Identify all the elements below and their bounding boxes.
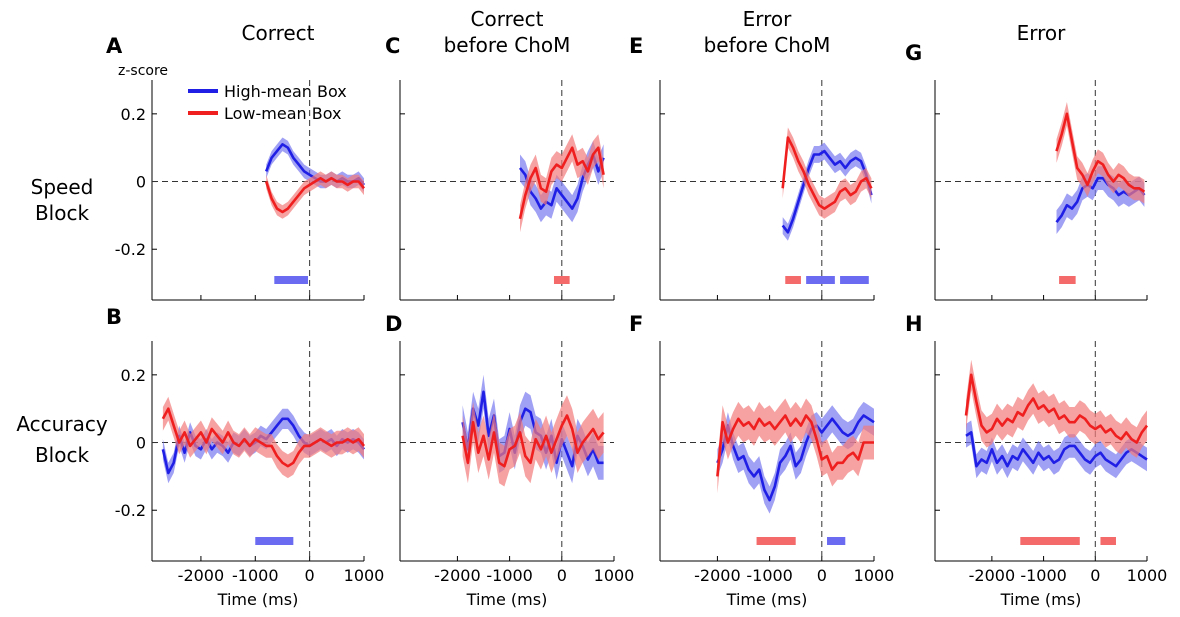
panel-letter-F: F [629, 312, 643, 336]
series-band-C-low [520, 134, 604, 233]
y-tick-label-B-2: 0.2 [121, 366, 146, 385]
x-axis-label-D: Time (ms) [466, 590, 548, 609]
x-tick-label-F-2: 0 [817, 566, 827, 585]
legend-high-label: High-mean Box [224, 82, 347, 101]
row-label-accuracy-line1: Accuracy [16, 412, 107, 436]
sig-bar-A-0 [274, 276, 309, 284]
sig-bar-F-0 [756, 537, 796, 545]
panel-title-E-1: before ChoM [704, 33, 831, 57]
series-line-H-high [965, 431, 1148, 468]
row-label-speed-line1: Speed [31, 175, 94, 199]
sig-bar-E-0 [785, 276, 801, 284]
panel-G: G Error [905, 21, 1148, 301]
x-axis-label-B: Time (ms) [217, 590, 299, 609]
series-line-F-low [716, 414, 874, 477]
x-tick-label-B-3: 1000 [344, 566, 385, 585]
x-tick-label-D-2: 0 [557, 566, 567, 585]
series-line-G-low [1055, 112, 1146, 193]
row-label-speed-line2: Block [35, 201, 90, 225]
sig-bar-C-0 [553, 276, 570, 284]
panel-letter-D: D [385, 312, 402, 336]
x-tick-label-B-1: -1000 [232, 566, 279, 585]
series-line-B-low [161, 407, 366, 468]
panel-letter-B: B [106, 305, 122, 329]
y-tick-label-A-1: 0 [136, 173, 146, 192]
panel-letter-C: C [385, 34, 400, 58]
y-tick-label-B-1: 0 [136, 434, 146, 453]
x-tick-label-F-0: -2000 [694, 566, 741, 585]
x-tick-label-F-3: 1000 [854, 566, 895, 585]
series-band-F-high [717, 401, 874, 514]
sig-bar-B-0 [255, 537, 294, 545]
series-line-D-low [461, 414, 605, 468]
sig-bar-E-1 [806, 276, 835, 284]
series-line-A-low [264, 176, 366, 214]
x-tick-label-B-2: 0 [305, 566, 315, 585]
series-line-C-low [518, 146, 605, 220]
x-tick-label-D-1: -1000 [486, 566, 533, 585]
panel-title-A-0: Correct [242, 21, 315, 45]
row-label-accuracy-line2: Block [35, 443, 90, 467]
series-band-C-high [520, 140, 604, 223]
panel-title-C-0: Correct [471, 7, 544, 31]
panel-D: D -2000 -1000 0 1000 Time (ms) [385, 312, 634, 609]
sig-bar-E-2 [840, 276, 869, 284]
x-tick-label-D-0: -2000 [434, 566, 481, 585]
x-axis-label-H: Time (ms) [1000, 590, 1082, 609]
legend-low-label: Low-mean Box [224, 104, 341, 123]
panel-title-G-0: Error [1017, 21, 1067, 45]
sig-bar-G-0 [1059, 276, 1076, 284]
y-tick-label-A-0: -0.2 [115, 240, 146, 259]
series-line-E-high [781, 149, 873, 234]
panel-B: B -0.2 0 0.2 -2000 -1000 0 1000 Time (ms) [106, 305, 384, 609]
series-band-H-high [966, 420, 1147, 479]
x-tick-label-H-2: 0 [1090, 566, 1100, 585]
series-line-F-high [716, 414, 875, 502]
panel-F: F -2000 -1000 0 1000 Time (ms) [629, 312, 894, 609]
legend: High-mean Box Low-mean Box [188, 82, 347, 123]
panel-A: A Correct -0.2 0 0.2 [106, 21, 366, 301]
panel-title-E-0: Error [743, 7, 793, 31]
sig-bar-H-1 [1100, 537, 1116, 545]
panel-H: H -2000 -1000 0 1000 Time (ms) [905, 312, 1167, 609]
panel-letter-G: G [905, 41, 922, 65]
x-tick-label-H-0: -2000 [969, 566, 1016, 585]
y-tick-label-B-0: -0.2 [115, 501, 146, 520]
series-band-H-low [966, 359, 1147, 458]
y-axis-label: z-score [118, 63, 168, 79]
panel-letter-H: H [905, 312, 923, 336]
series-band-E-low [782, 127, 872, 219]
panel-letter-A: A [106, 34, 123, 58]
series-band-B-low [162, 396, 364, 479]
sig-bar-F-1 [827, 537, 846, 545]
x-axis-label-F: Time (ms) [726, 590, 808, 609]
x-tick-label-H-1: -1000 [1020, 566, 1067, 585]
x-tick-label-H-3: 1000 [1127, 566, 1168, 585]
series-band-E-high [782, 142, 872, 241]
sig-bar-H-0 [1020, 537, 1080, 545]
panel-letter-E: E [629, 34, 643, 58]
y-tick-label-A-2: 0.2 [121, 105, 146, 124]
series-line-H-low [964, 373, 1149, 444]
x-tick-label-D-3: 1000 [594, 566, 635, 585]
x-tick-label-B-0: -2000 [178, 566, 225, 585]
x-tick-label-F-1: -1000 [746, 566, 793, 585]
series-line-E-low [781, 136, 873, 210]
panel-title-C-1: before ChoM [444, 33, 571, 57]
